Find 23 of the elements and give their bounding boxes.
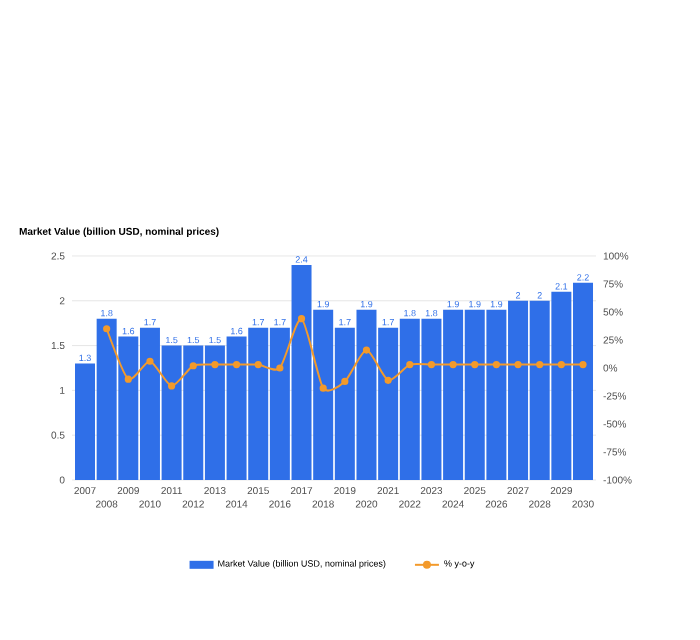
point [103, 325, 111, 333]
point [579, 361, 587, 369]
point [492, 361, 500, 369]
point [514, 361, 522, 369]
point [319, 384, 327, 392]
point [536, 361, 544, 369]
point [189, 362, 197, 370]
point [384, 376, 392, 384]
point [211, 361, 219, 369]
point [362, 346, 371, 354]
point [406, 361, 414, 369]
point [146, 357, 154, 365]
point [124, 375, 132, 383]
point [254, 361, 262, 369]
point [471, 361, 479, 369]
point [341, 377, 349, 386]
point [557, 361, 565, 369]
point [427, 361, 436, 369]
point [449, 361, 457, 369]
point [168, 382, 176, 390]
point [276, 364, 284, 372]
point [297, 315, 306, 323]
point [232, 361, 241, 369]
